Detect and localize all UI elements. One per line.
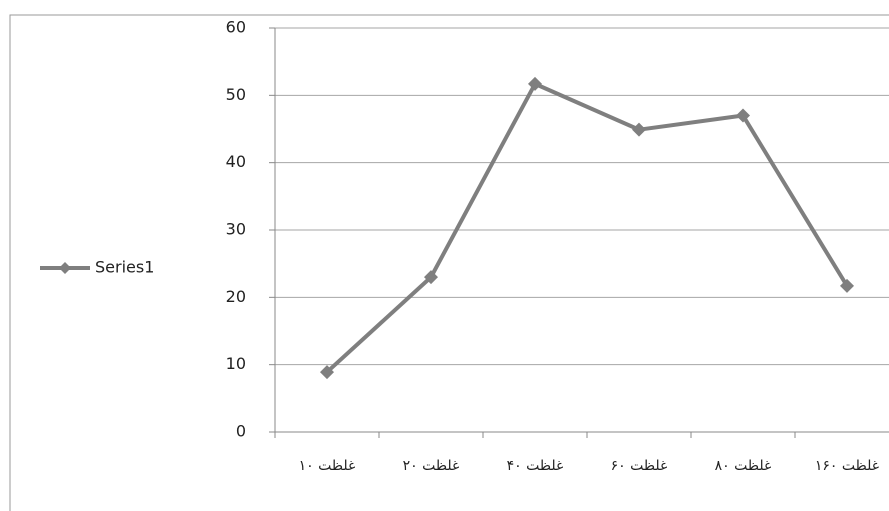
chart-frame [9,14,889,511]
y-tick-label: 20 [226,287,246,306]
point-marker [320,365,334,380]
y-tick-label: 0 [236,422,246,441]
y-tick-label: 40 [226,152,246,171]
x-tick-label: غلظت ۲۰ [403,458,460,474]
x-tick-label: غلظت ۱۶۰ [815,458,879,474]
legend-label: Series1 [95,258,154,277]
y-tick-label: 60 [226,18,246,37]
x-tick-label: غلظت ۶۰ [611,458,668,474]
point-marker [632,122,646,137]
y-tick-label: 10 [226,354,246,373]
x-tick-label: غلظت ۴۰ [507,458,564,474]
legend-marker [59,262,71,274]
y-tick-label: 50 [226,85,246,104]
point-marker [528,76,542,91]
x-tick-label: غلظت ۱۰ [299,458,356,474]
point-marker [840,278,854,293]
point-marker [424,270,438,285]
y-tick-label: 30 [226,220,246,239]
x-tick-label: غلظت ۸۰ [715,458,772,474]
series-line [325,81,849,374]
point-marker [736,108,750,123]
